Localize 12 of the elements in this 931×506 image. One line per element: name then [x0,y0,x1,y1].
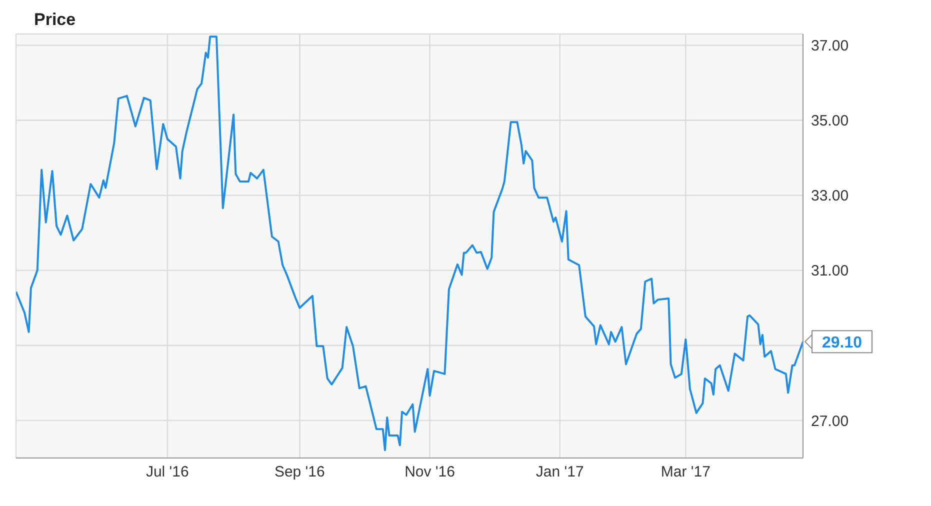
y-tick-label: 27.00 [811,412,849,430]
x-tick-label: Nov '16 [404,464,455,481]
chart-title: Price [34,10,76,30]
y-tick-label: 33.00 [811,188,849,205]
y-tick-label: 31.00 [811,262,849,280]
y-tick-label: 35.00 [811,112,849,130]
y-tick-label: 37.00 [811,38,849,55]
x-tick-label: Sep '16 [274,464,325,481]
x-tick-label: Jan '17 [536,464,584,481]
annotation: 29.10 [822,334,862,352]
x-tick-label: Jul '16 [146,464,189,481]
x-tick-label: Mar '17 [660,464,710,481]
